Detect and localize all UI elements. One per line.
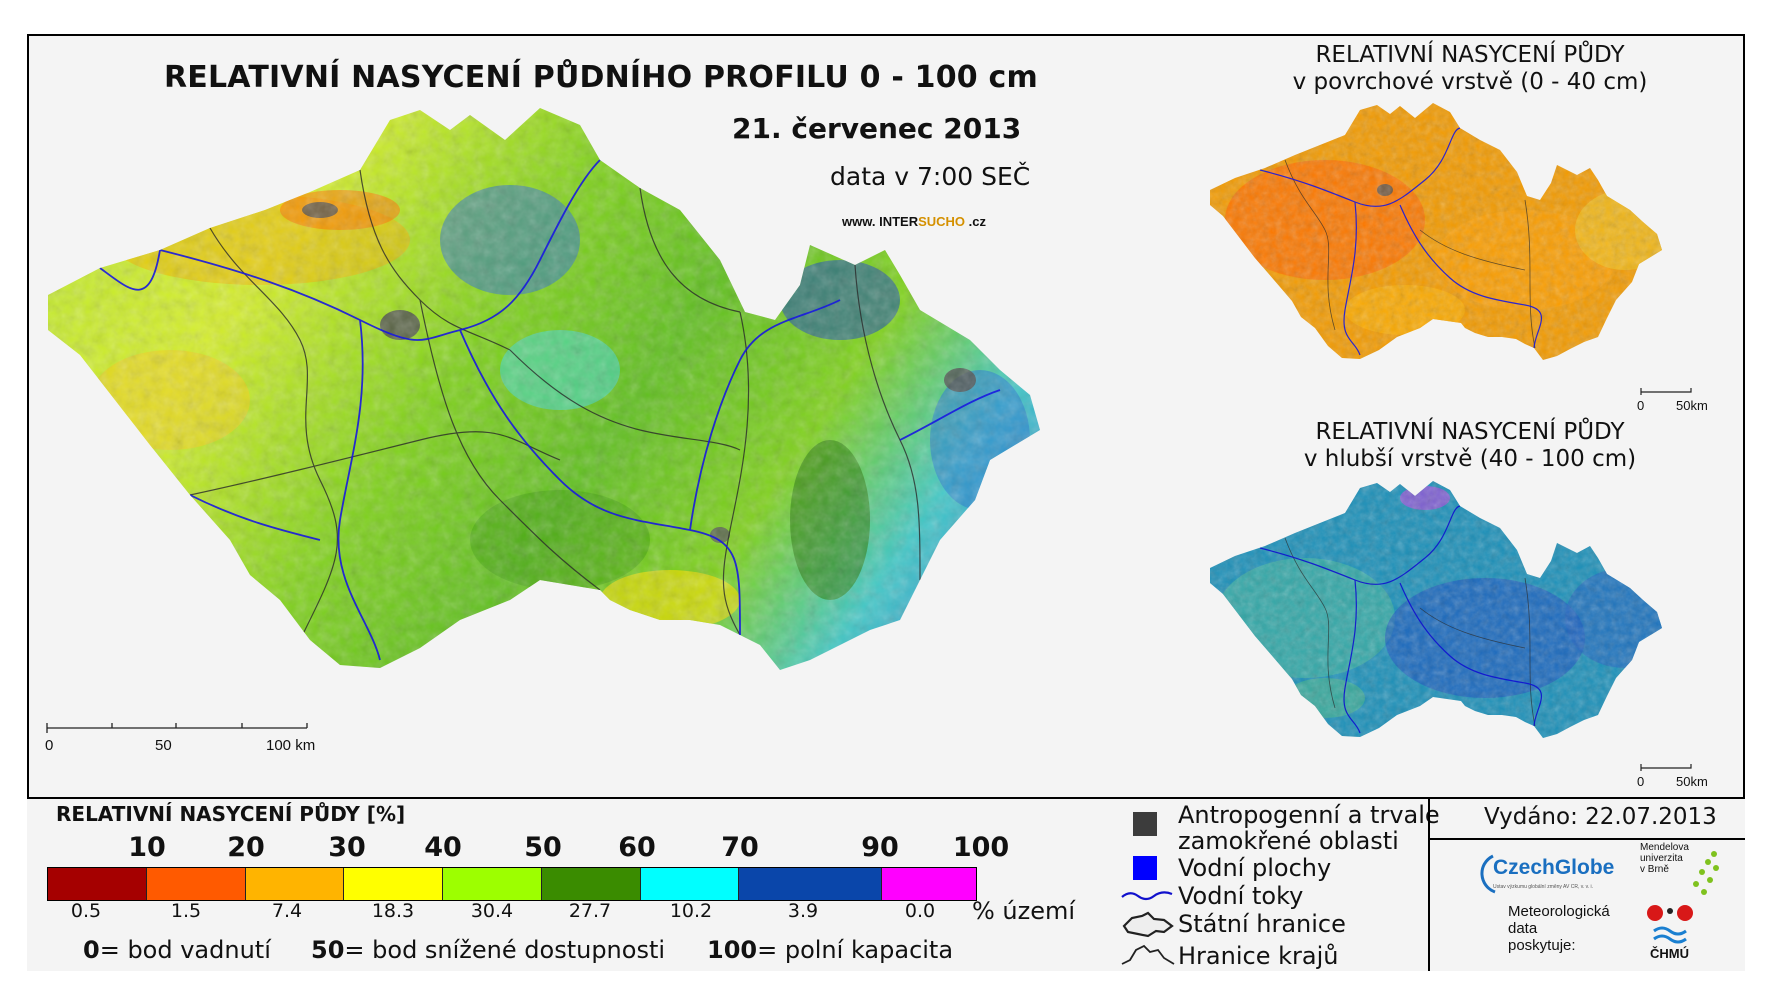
czechglobe-name: CzechGlobe [1493, 856, 1615, 879]
inset-surface-title-line1: RELATIVNÍ NASYCENÍ PŮDY [1315, 42, 1625, 68]
legend-class-percent: 7.4 [271, 900, 303, 922]
main-scale-bar [46, 723, 308, 733]
legend-threshold: 70 [721, 832, 759, 863]
legend-threshold: 20 [227, 832, 265, 863]
inset-deep-title: RELATIVNÍ NASYCENÍ PŮDY v hlubší vrstvě … [1260, 419, 1680, 473]
legend-class-percent: 1.5 [170, 900, 202, 922]
anthropogenic-swatch [1133, 812, 1157, 836]
inset-surface-scale-0: 0 [1637, 398, 1645, 413]
legend-class-swatch [882, 868, 976, 900]
czechglobe-logo: CzechGlobe Ústav výzkumu globální změny … [1473, 848, 1633, 898]
definition-value: 0 [83, 936, 100, 964]
legend-unit: % území [972, 897, 1076, 925]
region-border-icon [1121, 944, 1175, 965]
provider-line: poskytuje: [1508, 937, 1576, 954]
chmu-logo-icon [1647, 905, 1693, 944]
mendel-line: v Brně [1640, 864, 1669, 875]
legend-class-percent: 27.7 [568, 900, 612, 922]
chmu-name: ČHMÚ [1650, 946, 1689, 961]
mendel-line: Mendelova [1640, 842, 1689, 853]
legend-class-swatch [640, 868, 740, 900]
legend-class-percent: 3.9 [787, 900, 819, 922]
inset-deep-scale-bar [1640, 764, 1692, 771]
state-border-icon [1122, 911, 1174, 938]
main-map-time: data v 7:00 SEČ [830, 162, 1031, 191]
inset-deep-title-line1: RELATIVNÍ NASYCENÍ PŮDY [1315, 419, 1625, 445]
main-scale-50: 50 [155, 737, 172, 754]
definition-reduced-availability: 50= bod snížené dostupnosti [311, 936, 665, 964]
inset-deep-scale-0: 0 [1637, 774, 1645, 789]
legend-threshold: 50 [524, 832, 562, 863]
definition-text: = polní kapacita [757, 936, 954, 964]
rivers-label: Vodní toky [1178, 882, 1304, 910]
website-suffix: .cz [965, 214, 986, 229]
data-provider-text: Meteorologická data poskytuje: [1508, 903, 1610, 954]
main-scale-100: 100 km [266, 737, 316, 754]
main-scale-0: 0 [45, 737, 54, 754]
legend-class-percent: 18.3 [371, 900, 415, 922]
region-border-label: Hranice krajů [1178, 942, 1339, 970]
inset-surface-title: RELATIVNÍ NASYCENÍ PŮDY v povrchové vrst… [1260, 42, 1680, 96]
main-map [48, 108, 1040, 670]
inset-surface-scale-bar [1640, 388, 1692, 395]
legend-threshold: 10 [128, 832, 166, 863]
legend-class-swatch [146, 868, 246, 900]
mendel-dots-icon [1693, 851, 1719, 895]
definition-value: 100 [707, 936, 758, 964]
issued-date: Vydáno: 22.07.2013 [1484, 804, 1717, 830]
legend-class-percent: 10.2 [669, 900, 713, 922]
inset-deep-title-line2: v hlubší vrstvě (40 - 100 cm) [1303, 446, 1637, 472]
provider-line: data [1508, 920, 1538, 937]
anthropogenic-label: Antropogenní a trvale zamokřené oblasti [1178, 802, 1440, 854]
legend-color-bar [47, 867, 977, 901]
anthropogenic-label-line2: zamokřené oblasti [1178, 827, 1399, 855]
mendel-university-logo: Mendelova univerzita v Brně [1640, 842, 1689, 875]
legend-class-swatch [48, 868, 147, 900]
main-map-title: RELATIVNÍ NASYCENÍ PŮDNÍHO PROFILU 0 - 1… [164, 60, 1038, 95]
legend-class-swatch [344, 868, 444, 900]
legend-threshold: 40 [424, 832, 462, 863]
definition-value: 50 [311, 936, 345, 964]
main-map-date: 21. červenec 2013 [732, 112, 1022, 145]
inset-surface-scale-50: 50km [1676, 398, 1708, 413]
credits-divider [1428, 797, 1430, 971]
legend-class-percent: 0.0 [904, 900, 936, 922]
inset-deep-scale-50: 50km [1676, 774, 1708, 789]
inset-surface-map [1210, 103, 1662, 360]
legend-class-swatch [739, 868, 883, 900]
legend-class-percent: 0.5 [70, 900, 102, 922]
legend-class-swatch [541, 868, 641, 900]
legend-threshold: 90 [861, 832, 899, 863]
definition-text: = bod snížené dostupnosti [344, 936, 666, 964]
website-highlight: SUCHO [918, 214, 966, 229]
mendel-line: univerzita [1640, 853, 1683, 864]
website-prefix: www. INTER [842, 214, 919, 229]
czechglobe-subtitle: Ústav výzkumu globální změny AV ČR, v. v… [1493, 884, 1594, 890]
legend-title: RELATIVNÍ NASYCENÍ PŮDY [%] [56, 802, 406, 826]
definition-wilting-point: 0= bod vadnutí [83, 936, 271, 964]
legend-class-percent: 30.4 [470, 900, 514, 922]
legend-threshold: 60 [618, 832, 656, 863]
definition-text: = bod vadnutí [99, 936, 271, 964]
czechglobe-arc-icon [1480, 854, 1496, 894]
provider-line: Meteorologická [1508, 903, 1610, 920]
definition-field-capacity: 100= polní kapacita [707, 936, 953, 964]
legend-class-swatch [443, 868, 542, 900]
state-border-label: Státní hranice [1178, 910, 1346, 938]
credits-divider-horizontal [1428, 838, 1745, 840]
inset-surface-title-line2: v povrchové vrstvě (0 - 40 cm) [1292, 69, 1648, 95]
website-link[interactable]: www. INTERSUCHO .cz [842, 214, 986, 229]
water-bodies-swatch [1133, 856, 1157, 880]
inset-deep-map [1210, 481, 1662, 738]
legend-class-swatch [245, 868, 345, 900]
legend-threshold: 30 [328, 832, 366, 863]
water-bodies-label: Vodní plochy [1178, 854, 1332, 882]
anthropogenic-label-line1: Antropogenní a trvale [1178, 801, 1440, 829]
legend-threshold: 100 [952, 832, 1010, 863]
river-line-icon [1121, 891, 1173, 901]
